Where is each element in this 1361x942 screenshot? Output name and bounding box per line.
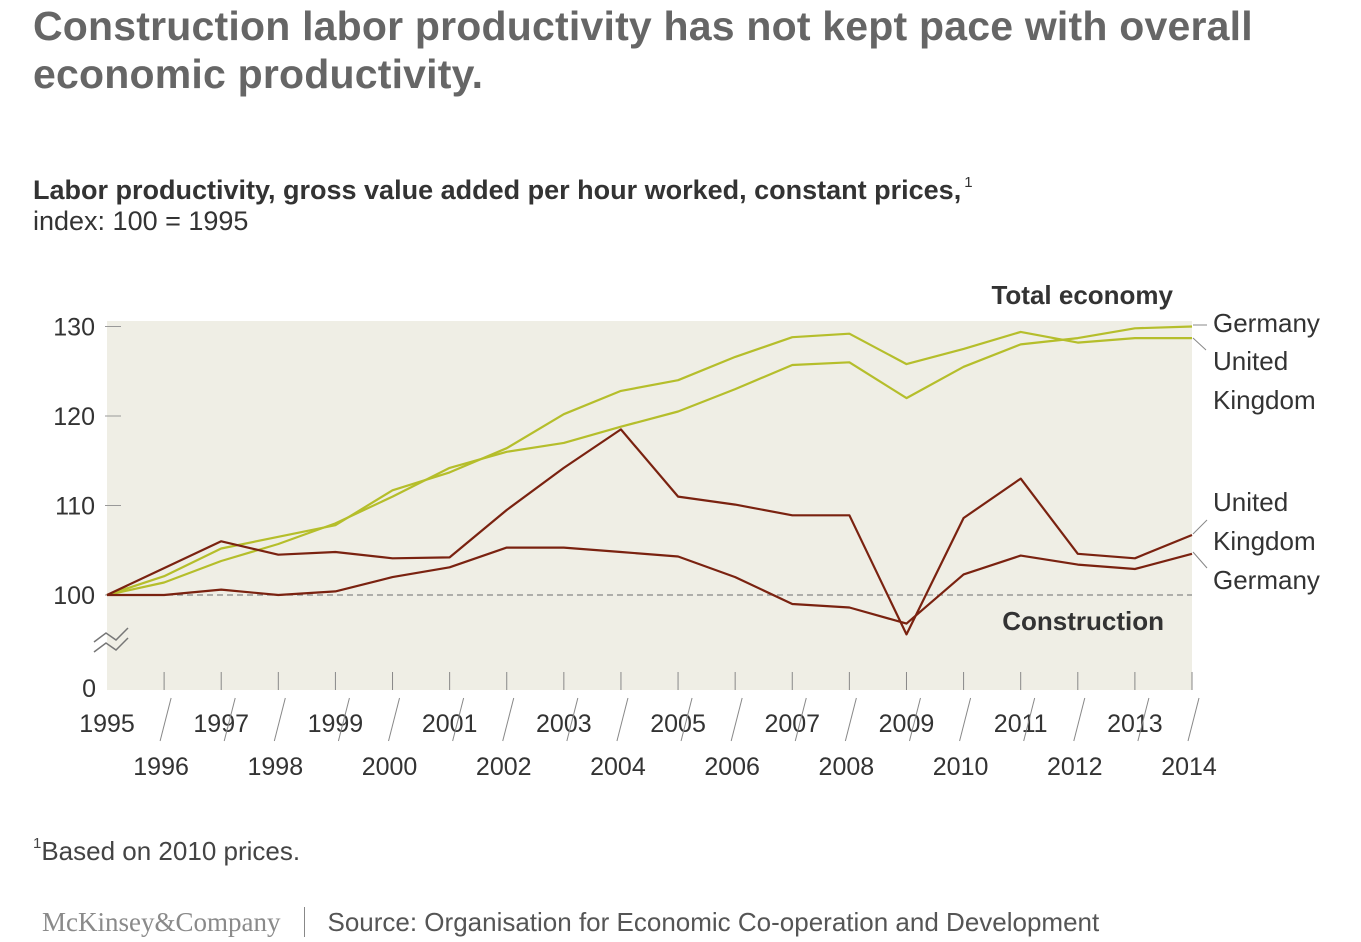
x-tick-label-2003: 2003: [536, 710, 592, 738]
x-leader-2003: [566, 697, 579, 742]
x-tick-label-2002: 2002: [476, 753, 532, 781]
leader-uk-construction: [1192, 519, 1208, 535]
uk-total-economy-line: [106, 330, 1192, 597]
uk-construction-line: [106, 428, 1193, 636]
x-tick-label-2012: 2012: [1047, 753, 1103, 781]
unit-label: index: 100 = 1995: [33, 206, 249, 236]
x-leader-2002: [502, 697, 515, 742]
x-tick-label-2001: 2001: [422, 710, 478, 738]
x-leader-2010: [959, 697, 972, 742]
y-tick-label-110: 110: [55, 493, 95, 521]
plot-area: [107, 321, 1192, 690]
x-tick-label-2004: 2004: [590, 753, 646, 781]
footnote-text: Based on 2010 prices.: [41, 836, 301, 866]
x-tick-label-2006: 2006: [704, 753, 760, 781]
source-note: Source: Organisation for Economic Co-ope…: [327, 906, 1100, 937]
y-tick-label-0: 0: [82, 675, 96, 703]
y-tick-label-100: 100: [53, 582, 95, 610]
x-tick-label-2005: 2005: [650, 710, 706, 738]
y-tick-label-120: 120: [53, 403, 95, 431]
x-leader-2012: [1073, 697, 1086, 742]
chart-subtitle: Labor productivity, gross value added pe…: [33, 165, 973, 208]
label-germany-total: Germany: [1213, 308, 1320, 338]
x-tick-label-1997: 1997: [193, 710, 249, 738]
x-tick-label-1998: 1998: [248, 753, 304, 781]
label-uk-construction-line2: Kingdom: [1213, 526, 1316, 556]
line-chart: 1301201101000199519961997199819992000200…: [53, 280, 1320, 781]
x-tick-label-2011: 2011: [994, 710, 1048, 738]
x-tick-label-2009: 2009: [879, 710, 935, 738]
subtitle-text: Labor productivity, gross value added pe…: [33, 175, 962, 205]
label-germany-construction: Germany: [1213, 565, 1320, 595]
germany-total-economy-line: [106, 325, 1193, 597]
axis-break-mark-upper: [93, 627, 129, 643]
construction-label: Construction: [1002, 606, 1164, 636]
x-tick-label-1996: 1996: [133, 753, 189, 781]
x-leader-2011: [1023, 697, 1036, 742]
x-leader-2004: [616, 697, 629, 742]
x-tick-label-2008: 2008: [819, 753, 875, 781]
leader-germany-construction: [1192, 551, 1208, 569]
chart-title: Construction labor productivity has not …: [33, 3, 1253, 97]
x-tick-label-2013: 2013: [1107, 710, 1163, 738]
x-leader-2006: [730, 697, 743, 742]
x-tick-label-2014: 2014: [1161, 753, 1217, 781]
total-economy-label: Total economy: [991, 280, 1173, 310]
x-tick-label-1999: 1999: [308, 710, 364, 738]
subtitle-footnote-marker: 1: [964, 174, 973, 191]
footnote-marker: 1: [33, 835, 42, 852]
label-uk-total-line2: Kingdom: [1213, 385, 1316, 415]
footer: McKinsey&Company Source: Organisation fo…: [42, 902, 1099, 942]
x-tick-label-2010: 2010: [933, 753, 989, 781]
x-leader-1998: [273, 697, 286, 742]
mckinsey-logo: McKinsey&Company: [42, 906, 281, 937]
x-leader-2013: [1137, 697, 1150, 742]
x-leader-2005: [680, 697, 693, 742]
x-tick-label-1995: 1995: [79, 710, 135, 738]
germany-construction-line: [107, 546, 1193, 625]
x-leader-1996: [159, 697, 172, 742]
x-leader-2008: [844, 697, 857, 742]
x-leader-2014: [1187, 697, 1200, 742]
x-leader-2000: [388, 697, 401, 742]
label-uk-total-line1: United: [1213, 346, 1288, 376]
x-leader-1997: [223, 697, 236, 742]
footer-divider: [304, 907, 306, 937]
label-uk-construction-line1: United: [1213, 487, 1288, 517]
x-leader-2007: [794, 697, 807, 742]
leader-uk-total: [1192, 337, 1207, 351]
x-tick-label-2000: 2000: [362, 753, 418, 781]
axis-break-mark-lower: [93, 637, 129, 653]
x-leader-2009: [908, 697, 921, 742]
x-leader-2001: [452, 697, 465, 742]
x-tick-label-2007: 2007: [764, 710, 820, 738]
footnote: 1Based on 2010 prices.: [33, 826, 300, 869]
y-tick-label-130: 130: [53, 314, 95, 342]
x-leader-1999: [337, 697, 350, 742]
